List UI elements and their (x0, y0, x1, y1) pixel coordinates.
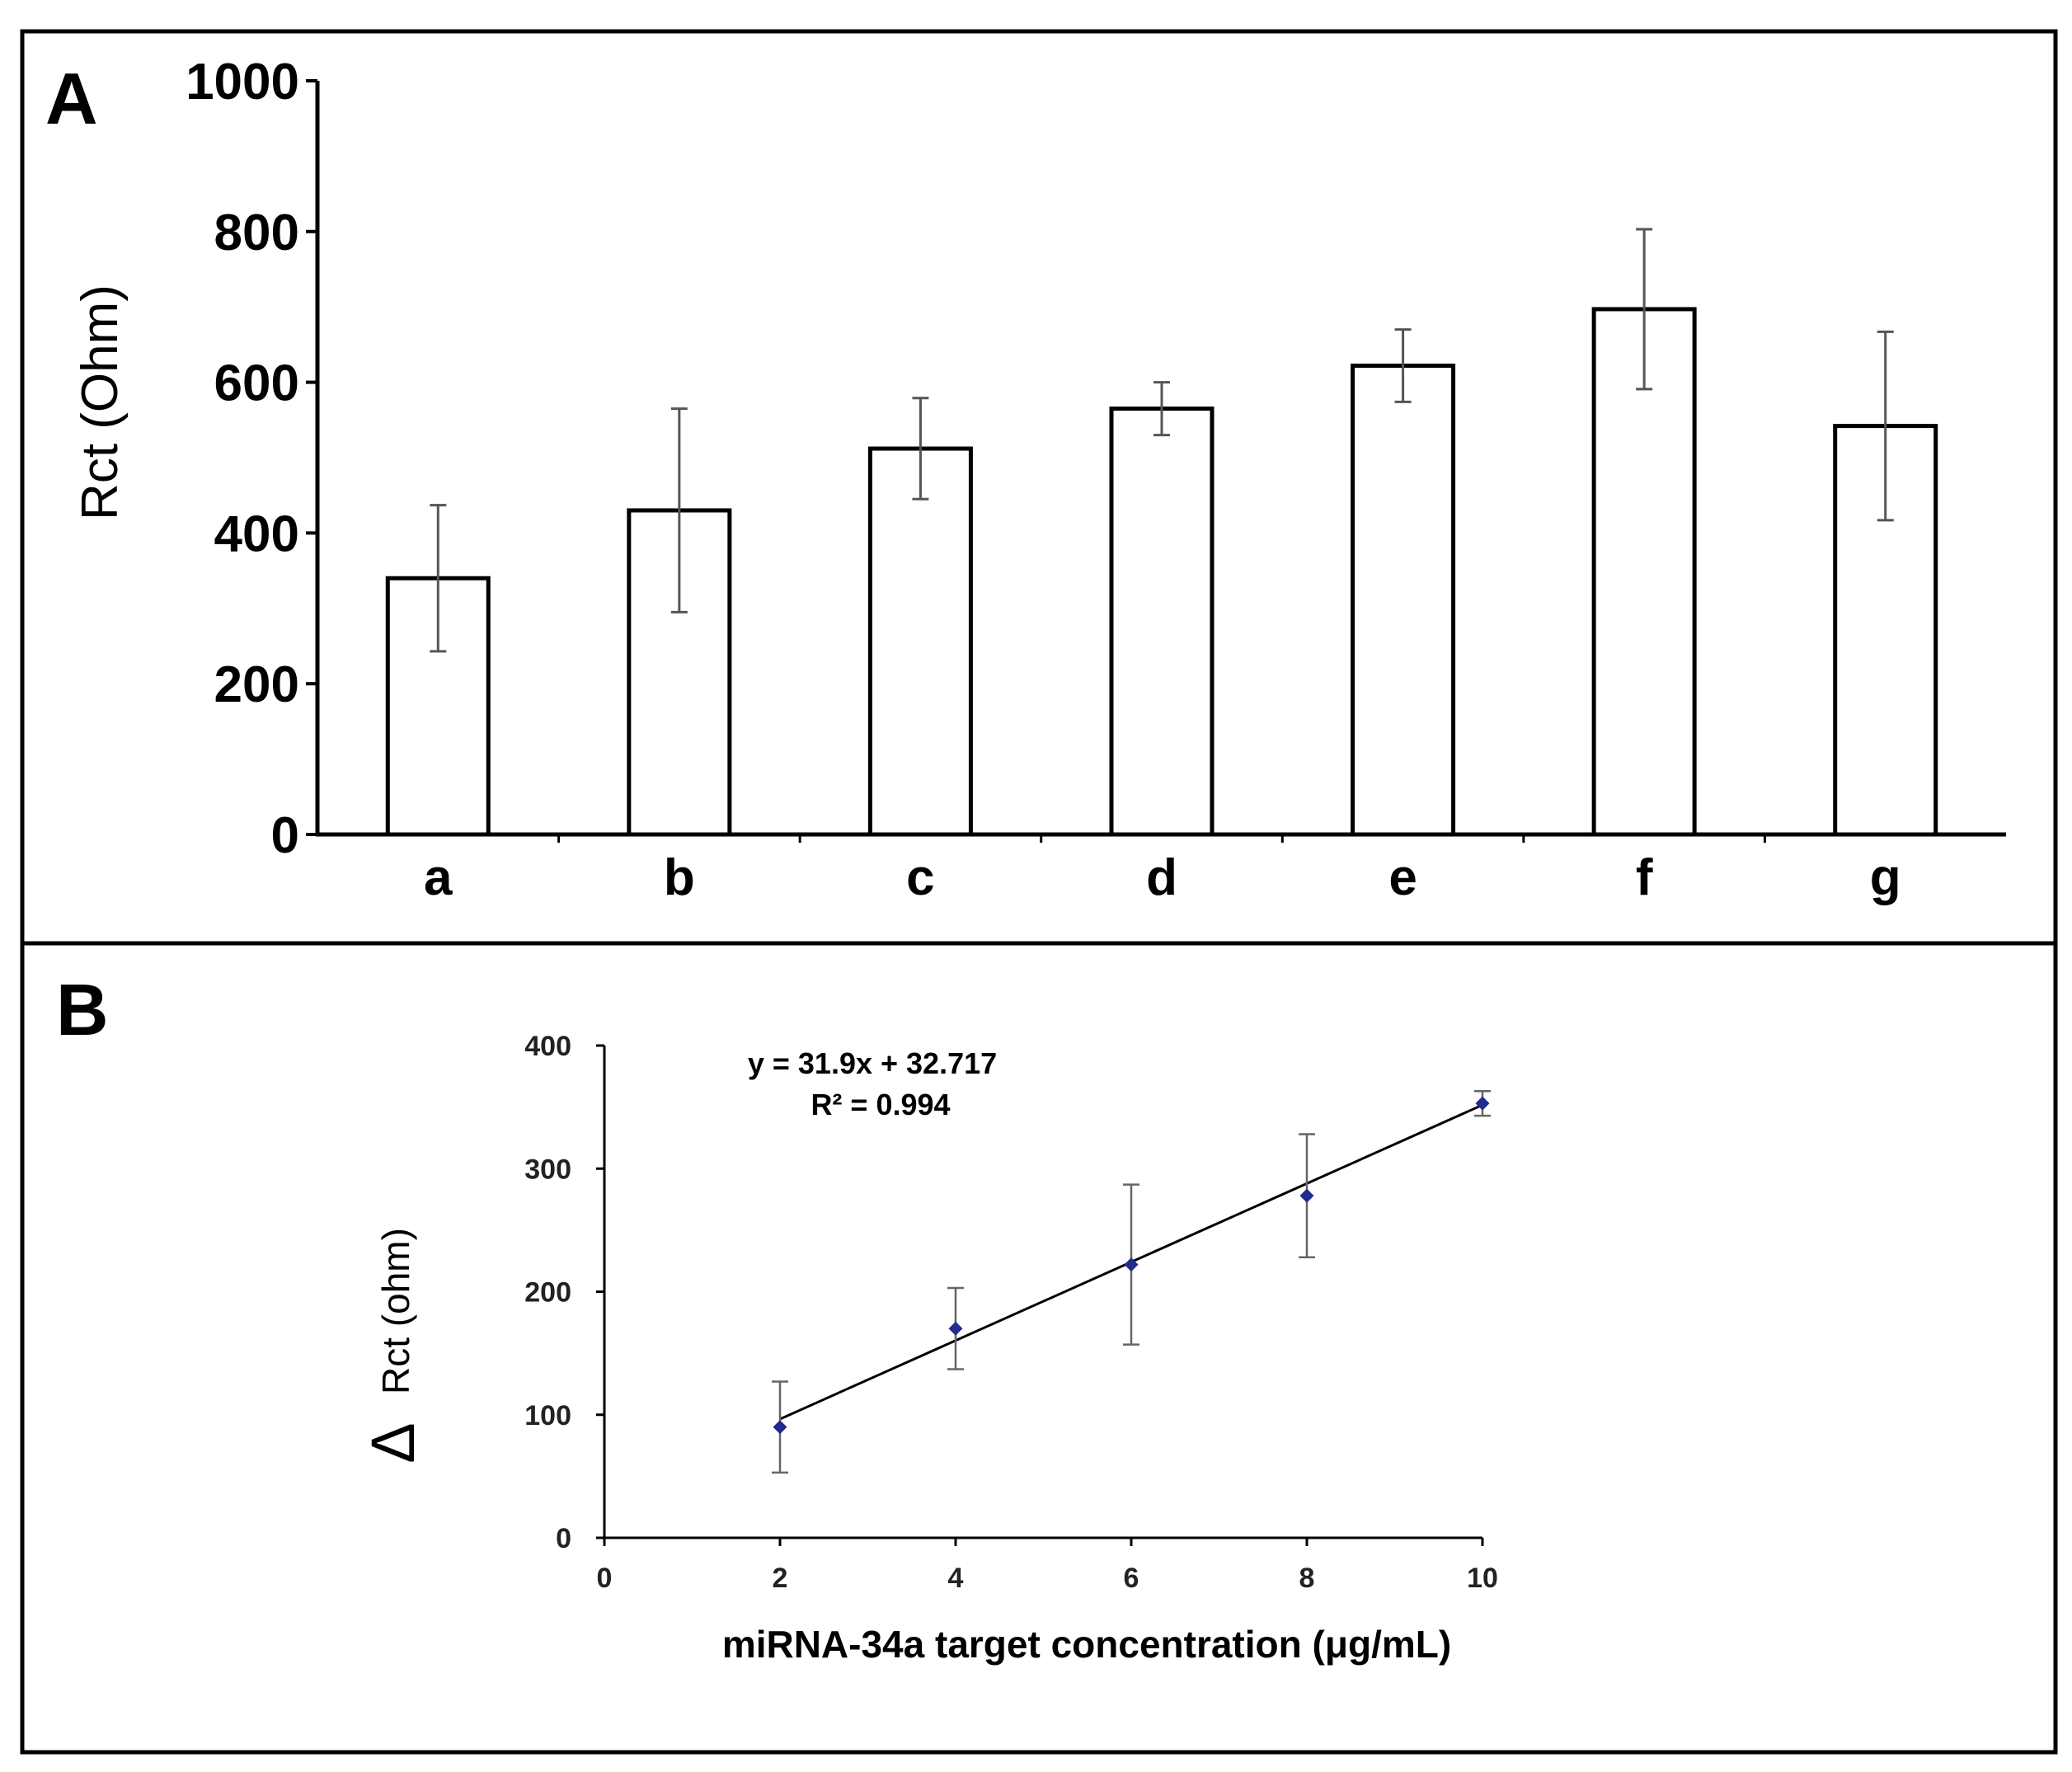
a-y-tick-label: 200 (214, 656, 299, 713)
b-y-tick-label: 100 (524, 1400, 571, 1431)
delta-symbol: Δ (359, 1422, 427, 1463)
a-y-tick-label: 800 (214, 204, 299, 261)
a-y-tick-label: 1000 (186, 54, 299, 110)
category-label-c: c (906, 849, 934, 906)
panel-a: A Rct (Ohm) 0 200 400 600 800 1000 a b c d e f g (45, 54, 2006, 906)
b-x-tick-label: 10 (1467, 1563, 1498, 1594)
panel-b-y-axis-label-text: Rct (ohm) (374, 1228, 417, 1394)
bar-c (867, 446, 973, 837)
data-point (1124, 1257, 1139, 1272)
category-label-a: a (424, 849, 453, 906)
b-y-tick-label: 200 (524, 1277, 571, 1309)
panel-b-points (772, 1089, 1491, 1474)
b-x-tick-label: 4 (948, 1563, 964, 1594)
data-point (773, 1420, 787, 1435)
b-y-tick-label: 0 (556, 1523, 571, 1554)
panel-b-label: B (56, 969, 109, 1051)
panel-b-x-axis-label: miRNA-34a target concentration (μg/mL) (722, 1623, 1451, 1666)
panel-a-y-ticks: 0 200 400 600 800 1000 (186, 54, 317, 864)
data-point (948, 1321, 963, 1336)
figure-frame (20, 29, 2058, 1755)
data-point (1475, 1096, 1490, 1111)
panel-a-bars (385, 228, 1938, 843)
trendline-r-squared: R² = 0.994 (810, 1088, 950, 1121)
panel-b-x-ticks: 0 2 4 6 8 10 (597, 1538, 1498, 1594)
a-y-tick-label: 0 (271, 807, 299, 864)
b-x-tick-label: 8 (1299, 1563, 1315, 1594)
category-label-b: b (664, 849, 695, 906)
bar-e (1351, 363, 1456, 837)
panel-a-category-labels: a b c d e f g (424, 849, 1901, 906)
panel-b: B Δ Rct (ohm) miRNA-34a target concentra… (56, 969, 1498, 1666)
data-point (1299, 1188, 1314, 1203)
panel-b-y-axis-label: Δ Rct (ohm) (359, 1228, 427, 1464)
b-y-tick-label: 300 (524, 1154, 571, 1185)
b-y-tick-label: 400 (524, 1031, 571, 1062)
category-label-d: d (1146, 849, 1177, 906)
b-x-tick-label: 2 (773, 1563, 788, 1594)
panel-a-y-axis-label: Rct (Ohm) (72, 284, 129, 520)
bar-d (1109, 407, 1215, 837)
trendline-equation: y = 31.9x + 32.717 (748, 1046, 997, 1080)
category-label-f: f (1636, 849, 1653, 906)
a-y-tick-label: 600 (214, 355, 299, 412)
a-y-tick-label: 400 (214, 505, 299, 562)
panel-a-label: A (45, 58, 98, 139)
category-label-g: g (1870, 849, 1901, 906)
panel-b-y-ticks: 0 100 200 300 400 (524, 1031, 604, 1554)
b-x-tick-label: 0 (597, 1563, 613, 1594)
b-x-tick-label: 6 (1124, 1563, 1139, 1594)
bar-f (1591, 307, 1697, 837)
category-label-e: e (1388, 849, 1417, 906)
